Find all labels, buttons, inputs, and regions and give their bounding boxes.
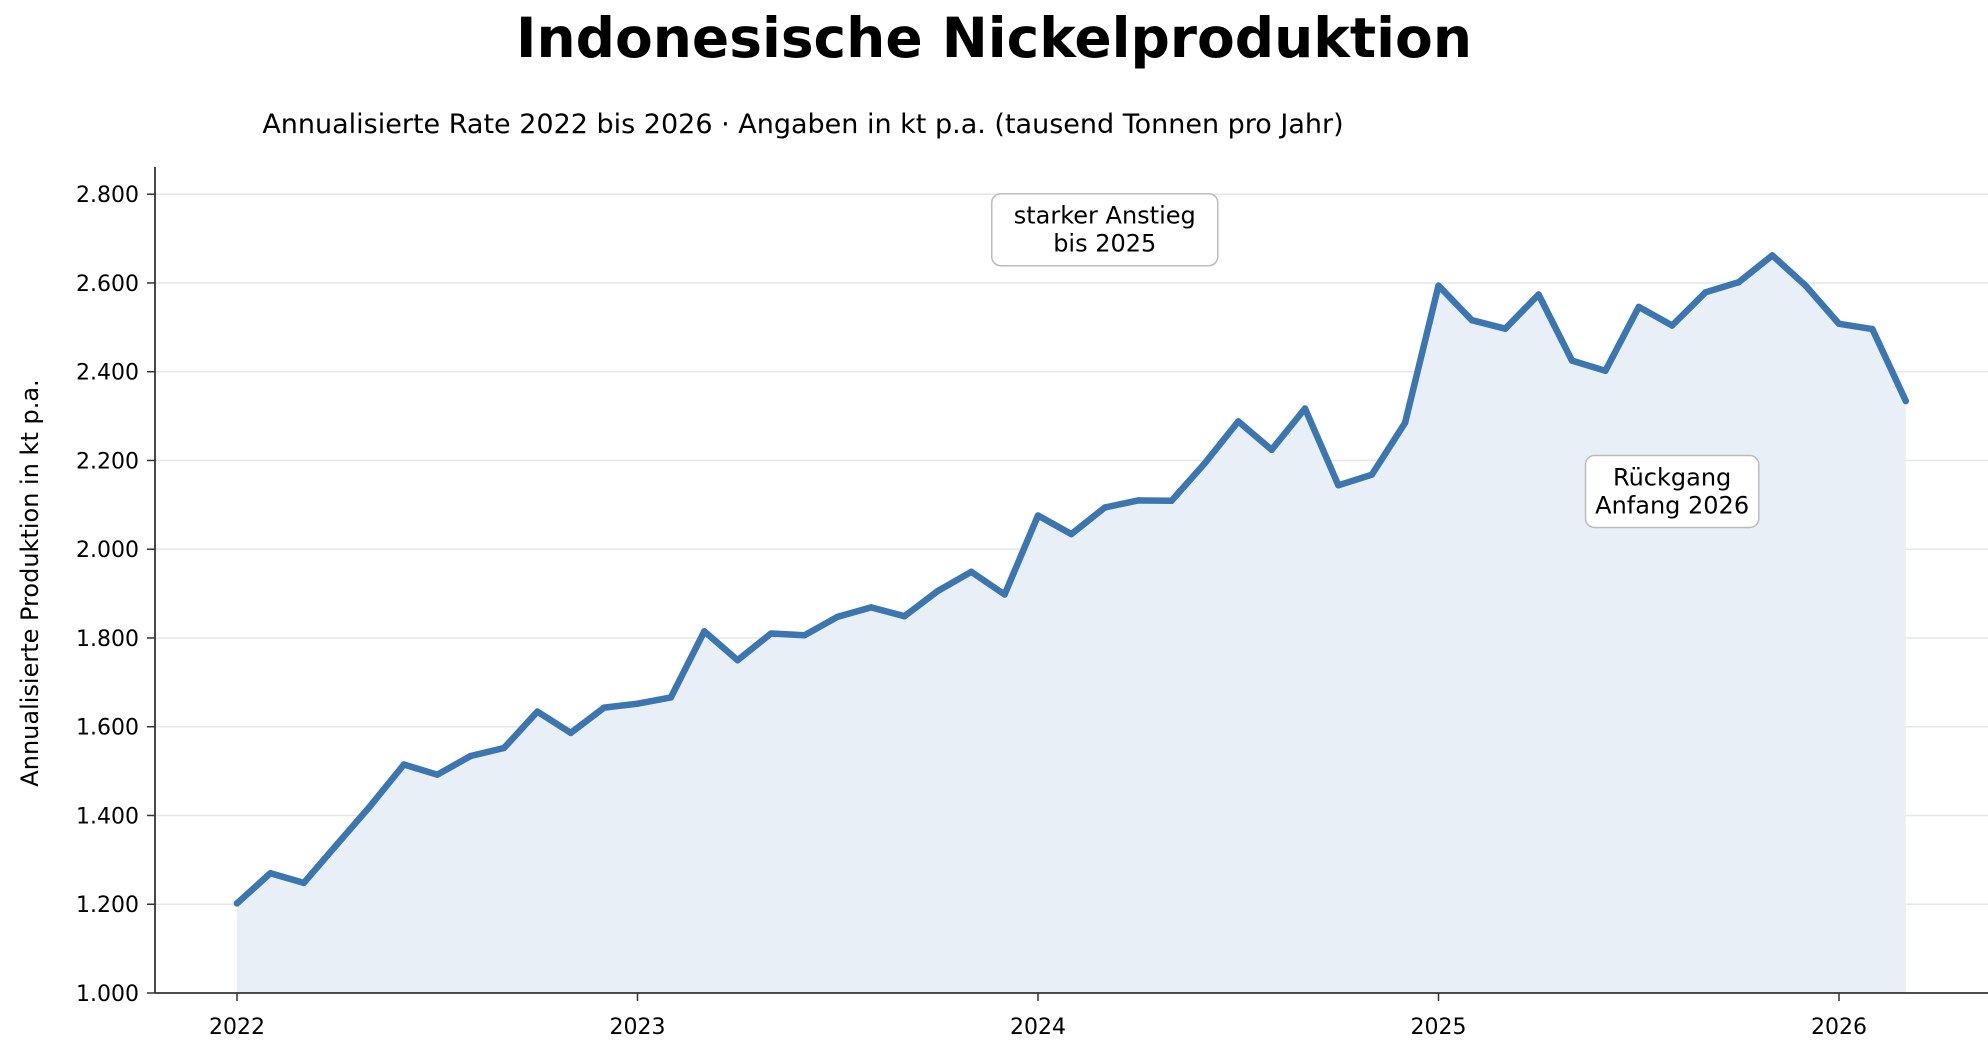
data-point [1602,367,1609,375]
data-point [1335,482,1342,489]
data-point [333,841,341,848]
data-point [667,694,675,701]
data-point [968,568,975,576]
data-point [467,752,474,760]
data-point [1668,322,1676,329]
x-tick-label: 2025 [1411,1015,1467,1040]
y-tick-label: 1.600 [76,716,139,741]
annotation-text: bis 2025 [1053,230,1156,258]
data-point [1769,252,1776,259]
data-point [1168,497,1175,505]
annotation-text: starker Anstieg [1014,202,1196,230]
data-point [1735,278,1743,286]
data-point [1535,291,1542,298]
data-point [1902,397,1909,405]
annotation-text: Rückgang [1613,464,1731,492]
y-tick-label: 2.600 [76,272,139,297]
data-point [1368,471,1375,478]
data-point [1101,504,1108,511]
data-point [367,802,374,809]
y-tick-label: 1.000 [76,982,139,1007]
y-tick-label: 1.800 [76,627,139,652]
annotation-text: Anfang 2026 [1595,492,1749,520]
area-fill [237,255,1906,993]
data-point [1702,289,1709,296]
data-point [1435,282,1442,289]
data-point [801,632,808,639]
data-points [233,252,1909,907]
data-point [734,656,741,664]
data-point [1568,357,1576,364]
x-tick-label: 2024 [1010,1015,1066,1040]
data-point [600,704,608,711]
chart-title: Indonesische Nickelproduktion [516,6,1472,70]
data-point [1034,512,1042,519]
y-tick-label: 2.800 [76,183,139,208]
y-tick-label: 2.200 [76,449,139,474]
x-tick-label: 2026 [1811,1015,1867,1040]
data-point [1235,418,1242,425]
data-point [1802,282,1809,289]
data-point [300,879,307,887]
y-tick-label: 1.400 [76,804,139,829]
data-point [1268,446,1275,454]
data-point [1835,320,1843,327]
x-tick-label: 2022 [209,1015,265,1040]
y-tick-label: 2.000 [76,538,139,563]
data-point [267,869,274,877]
chart-subtitle: Annualisierte Rate 2022 bis 2026 · Angab… [262,109,1343,140]
y-tick-label: 1.200 [76,893,139,918]
y-axis-label: Annualisierte Produktion in kt p.a. [16,379,44,786]
data-point [1635,303,1642,311]
data-point [534,708,541,715]
data-point [1301,405,1309,412]
data-point [500,744,508,752]
data-point [767,630,775,637]
data-point [701,628,708,635]
data-point [1401,419,1409,426]
data-point [1468,317,1476,324]
data-point [1201,459,1209,467]
data-point [1502,325,1509,332]
y-tick-label: 2.400 [76,361,139,386]
data-point [400,761,408,768]
data-point [1134,497,1142,504]
annotation-box [991,192,1219,267]
data-point [867,604,875,611]
x-axis-ticks: 2022 2023 2024 2025 2026 [209,993,1867,1040]
x-tick-label: 2023 [610,1015,666,1040]
data-point [901,613,908,620]
data-point [934,587,942,595]
data-point [434,771,441,778]
annotation-box [1584,454,1760,529]
data-point [567,729,574,737]
data-point [233,900,241,907]
data-point [634,700,641,707]
data-point [1869,325,1876,333]
data-point [834,613,841,620]
data-point [1068,530,1075,538]
y-axis-ticks: 1.000 1.200 1.400 1.600 1.800 2.000 2.200 2.400… [76,183,155,1007]
data-point [1001,591,1008,598]
